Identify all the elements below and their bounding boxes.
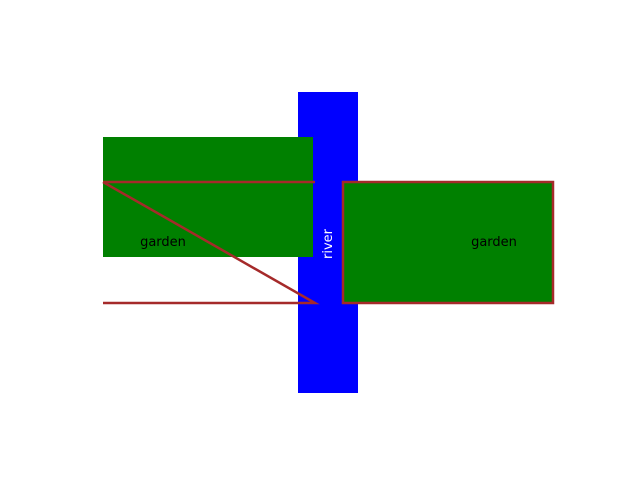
river-label: river bbox=[321, 228, 336, 259]
garden-right-label: garden bbox=[471, 235, 517, 250]
outline-left-diagonal bbox=[102, 180, 320, 305]
garden-right-outline bbox=[341, 180, 555, 305]
garden-left-label: garden bbox=[140, 235, 186, 250]
garden-right-shape bbox=[343, 182, 553, 303]
garden-left-shape bbox=[103, 137, 313, 257]
